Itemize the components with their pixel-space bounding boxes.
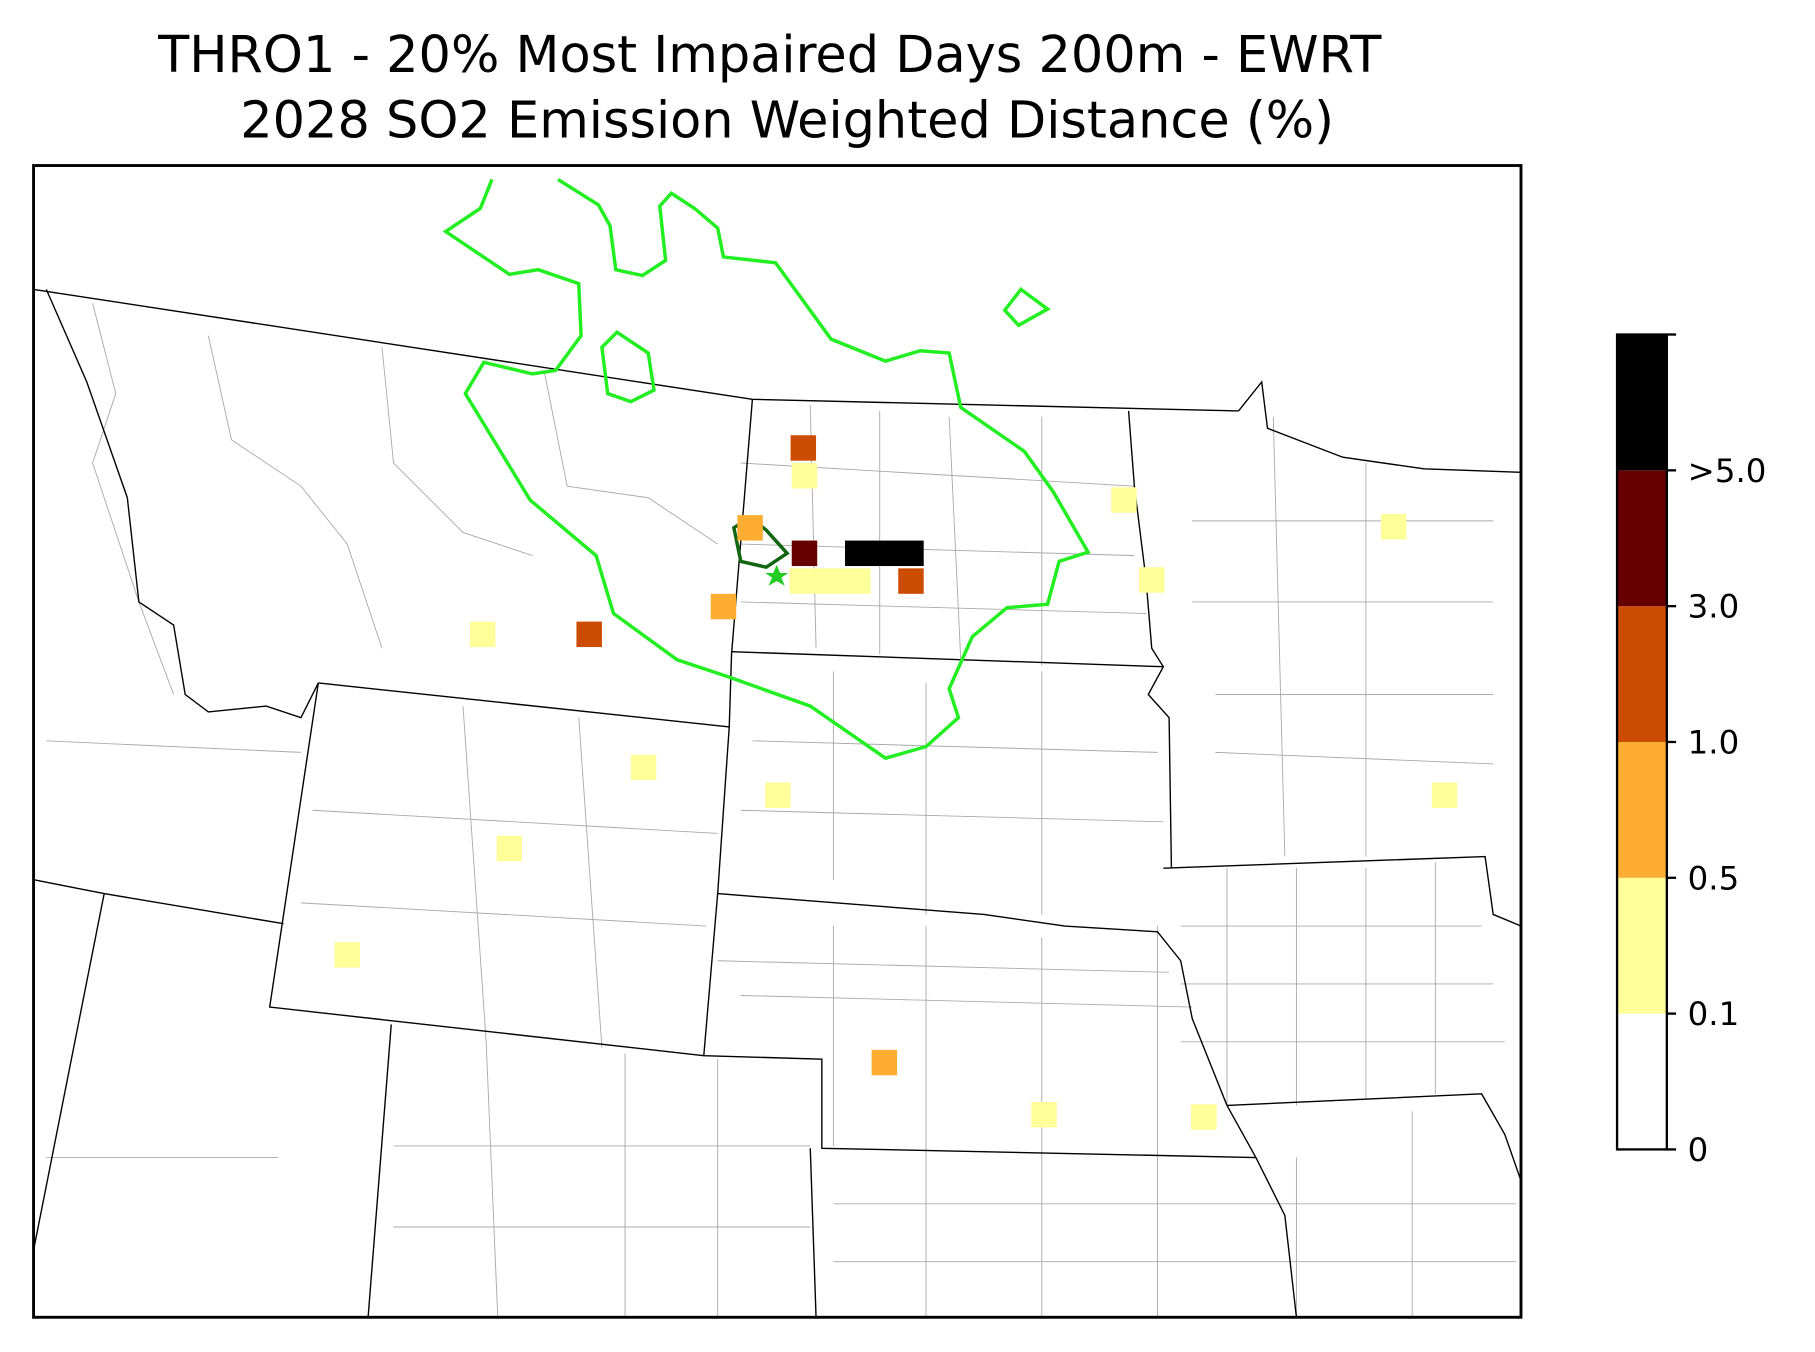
colorbar-segment bbox=[1617, 334, 1667, 471]
colorbar-tick-label: 0.1 bbox=[1688, 995, 1740, 1033]
contour bbox=[1002, 286, 1051, 328]
state-borders bbox=[32, 288, 1522, 1318]
map bbox=[32, 164, 1523, 1319]
site-star bbox=[765, 564, 789, 586]
contour bbox=[731, 515, 790, 570]
colorbar-tick-label: 3.0 bbox=[1688, 588, 1740, 626]
title-line: 2028 SO2 Emission Weighted Distance (%) bbox=[240, 92, 1334, 151]
colorbar-tick-label: 0 bbox=[1688, 1131, 1709, 1169]
colorbar-segment bbox=[1617, 470, 1667, 607]
colorbar: 0 0.1 0.5 1.0 3.0 >5.0 bbox=[1615, 333, 1767, 1169]
colorbar-segment bbox=[1617, 1013, 1667, 1150]
contour bbox=[442, 177, 1091, 761]
map-frame bbox=[32, 164, 1523, 1319]
colorbar-tick-label: >5.0 bbox=[1688, 452, 1767, 490]
title-line: THRO1 - 20% Most Impaired Days 200m - EW… bbox=[157, 26, 1382, 85]
colorbar-segment bbox=[1617, 877, 1667, 1014]
colorbar-segment bbox=[1617, 741, 1667, 878]
colorbar-tick-label: 0.5 bbox=[1688, 859, 1740, 897]
grid-cells bbox=[334, 435, 1458, 1130]
colorbar-tick-label: 1.0 bbox=[1688, 724, 1740, 762]
county-lines bbox=[46, 303, 1517, 1318]
contour bbox=[600, 329, 656, 404]
colorbar-segment bbox=[1617, 606, 1667, 742]
